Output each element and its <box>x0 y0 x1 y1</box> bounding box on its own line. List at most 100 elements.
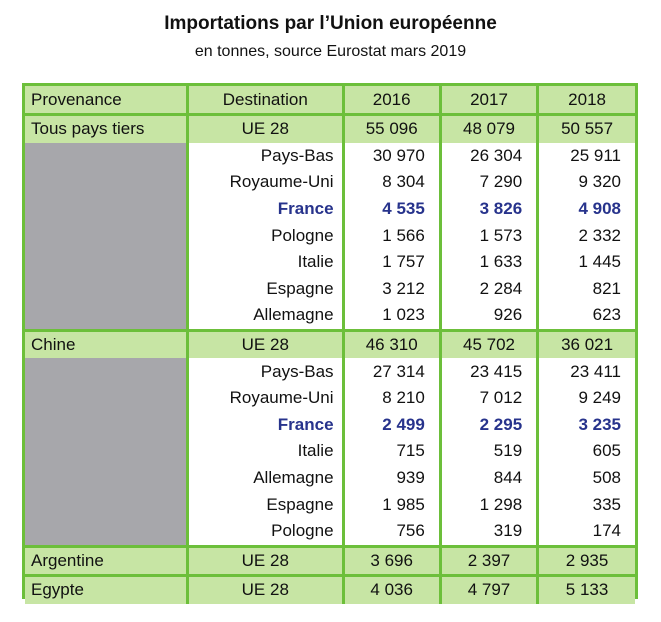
table-row: Royaume-Uni 8 210 7 012 9 249 <box>25 384 635 412</box>
value-cell: 4 535 <box>343 195 442 223</box>
provenance-cell: Tous pays tiers <box>25 114 190 143</box>
provenance-cell: Argentine <box>25 544 190 576</box>
value-cell: 4 036 <box>343 574 442 604</box>
value-cell: 926 <box>440 302 540 331</box>
imports-table: Provenance Destination 2016 2017 2018 To… <box>25 86 635 604</box>
value-cell: 23 415 <box>440 358 540 385</box>
table-row: Allemagne 1 023 926 623 <box>25 302 635 331</box>
table-body: Tous pays tiers UE 28 55 096 48 079 50 557 Pa… <box>25 114 635 604</box>
table-header-row: Provenance Destination 2016 2017 2018 <box>25 86 635 116</box>
value-cell: 4 797 <box>440 574 540 604</box>
destination-cell: Pologne <box>187 222 345 249</box>
destination-cell: Pays-Bas <box>187 358 345 385</box>
column-header-2017: 2017 <box>440 86 540 116</box>
table-row: Allemagne 939 844 508 <box>25 464 635 492</box>
imports-table-frame: Provenance Destination 2016 2017 2018 To… <box>22 83 638 604</box>
table-row: Italie 1 757 1 633 1 445 <box>25 248 635 276</box>
destination-cell: Pologne <box>187 517 345 546</box>
value-cell: 36 021 <box>537 328 635 359</box>
value-cell: 508 <box>592 468 621 488</box>
destination-cell: Royaume-Uni <box>187 384 345 412</box>
value-cell: 2 397 <box>440 544 540 576</box>
table-row: France 2 499 2 295 3 235 <box>25 411 635 439</box>
destination-cell: UE 28 <box>187 328 345 359</box>
destination-cell: Pays-Bas <box>187 142 345 170</box>
value-cell: 50 557 <box>537 114 635 143</box>
value-cell: 25 911 <box>570 145 621 165</box>
value-cell: 3 696 <box>343 544 442 576</box>
value-cell: 2 332 <box>578 225 621 245</box>
value-cell: 1 633 <box>440 248 540 276</box>
value-cell: 2 295 <box>440 411 540 439</box>
value-cell: 2 284 <box>440 275 540 303</box>
value-cell: 3 826 <box>440 195 540 223</box>
provenance-span-cell <box>25 142 190 331</box>
table-row: Chine UE 28 46 310 45 702 36 021 <box>25 328 635 359</box>
table-row: Egypte UE 28 4 036 4 797 5 133 <box>25 574 635 604</box>
value-cell: 48 079 <box>440 114 540 143</box>
destination-cell: Allemagne <box>187 302 345 331</box>
value-cell: 1 757 <box>343 248 442 276</box>
value-cell: 4 908 <box>578 199 621 219</box>
value-cell: 8 210 <box>343 384 442 412</box>
column-header-2016: 2016 <box>343 86 442 116</box>
table-row: Espagne 1 985 1 298 335 <box>25 491 635 518</box>
value-cell: 27 314 <box>343 358 442 385</box>
table-row: Espagne 3 212 2 284 821 <box>25 275 635 303</box>
table-row: Royaume-Uni 8 304 7 290 9 320 <box>25 169 635 196</box>
value-cell: 3 235 <box>578 414 621 434</box>
table-row: Tous pays tiers UE 28 55 096 48 079 50 557 <box>25 114 635 143</box>
destination-cell: UE 28 <box>187 114 345 143</box>
value-cell: 174 <box>592 521 621 541</box>
value-cell: 26 304 <box>440 142 540 170</box>
value-cell: 1 573 <box>440 222 540 249</box>
value-cell: 623 <box>592 305 621 325</box>
column-header-2018: 2018 <box>537 86 635 116</box>
table-row: Argentine UE 28 3 696 2 397 2 935 <box>25 544 635 576</box>
value-cell: 1 985 <box>343 491 442 518</box>
table-row: Italie 715 519 605 <box>25 438 635 465</box>
value-cell: 319 <box>440 517 540 546</box>
value-cell: 1 023 <box>343 302 442 331</box>
value-cell: 9 320 <box>578 172 621 192</box>
destination-cell: France <box>187 411 345 439</box>
value-cell: 45 702 <box>440 328 540 359</box>
value-cell: 8 304 <box>343 169 442 196</box>
value-cell: 23 411 <box>570 361 621 381</box>
value-cell: 3 212 <box>343 275 442 303</box>
value-cell: 5 133 <box>537 574 635 604</box>
table-row: Pays-Bas 27 314 23 415 23 411 <box>25 358 635 546</box>
destination-cell: Italie <box>187 438 345 465</box>
value-cell: 1 445 <box>578 252 621 272</box>
value-cell: 46 310 <box>343 328 442 359</box>
value-cell: 9 249 <box>578 388 621 408</box>
destination-cell: UE 28 <box>187 574 345 604</box>
table-row: Pays-Bas 30 970 26 304 25 911 <box>25 142 635 331</box>
provenance-span-cell <box>25 358 190 546</box>
value-cell: 821 <box>592 278 621 298</box>
value-cell: 30 970 <box>343 142 442 170</box>
destination-cell: Espagne <box>187 275 345 303</box>
value-cell: 7 012 <box>440 384 540 412</box>
value-cell: 7 290 <box>440 169 540 196</box>
table-row: Pologne 756 319 174 <box>25 517 635 546</box>
provenance-cell: Egypte <box>25 574 190 604</box>
destination-cell: Espagne <box>187 491 345 518</box>
value-cell: 335 <box>592 494 621 514</box>
value-cell: 605 <box>592 441 621 461</box>
value-cell: 1 298 <box>440 491 540 518</box>
table-row: Pologne 1 566 1 573 2 332 <box>25 222 635 249</box>
provenance-cell: Chine <box>25 328 190 359</box>
value-cell: 844 <box>440 464 540 492</box>
value-cell: 55 096 <box>343 114 442 143</box>
destination-cell: Royaume-Uni <box>187 169 345 196</box>
value-cell: 519 <box>440 438 540 465</box>
column-header-provenance: Provenance <box>25 86 190 116</box>
destination-cell: Italie <box>187 248 345 276</box>
destination-cell: Allemagne <box>187 464 345 492</box>
column-header-destination: Destination <box>187 86 345 116</box>
destination-cell: UE 28 <box>187 544 345 576</box>
value-cell: 1 566 <box>343 222 442 249</box>
table-row: France 4 535 3 826 4 908 <box>25 195 635 223</box>
value-cell: 2 935 <box>537 544 635 576</box>
